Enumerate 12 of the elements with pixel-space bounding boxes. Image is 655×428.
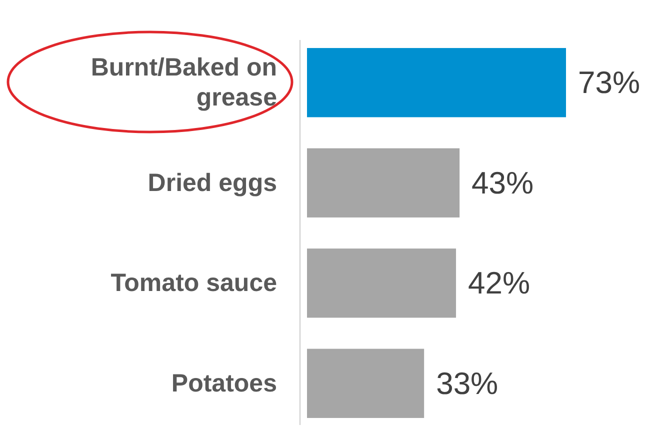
bar — [307, 48, 566, 118]
y-tick-label: Burnt/Baked on grease — [90, 54, 278, 112]
bar — [307, 148, 460, 218]
y-tick-label: Potatoes — [171, 369, 277, 398]
data-label: 43% — [472, 165, 534, 200]
bar — [307, 348, 424, 418]
bar — [307, 248, 456, 318]
y-tick-label: Dried eggs — [148, 168, 277, 197]
data-label: 73% — [578, 65, 640, 100]
data-label: 33% — [436, 366, 498, 401]
y-tick-label: Tomato sauce — [110, 269, 278, 298]
data-label: 42% — [468, 266, 530, 301]
